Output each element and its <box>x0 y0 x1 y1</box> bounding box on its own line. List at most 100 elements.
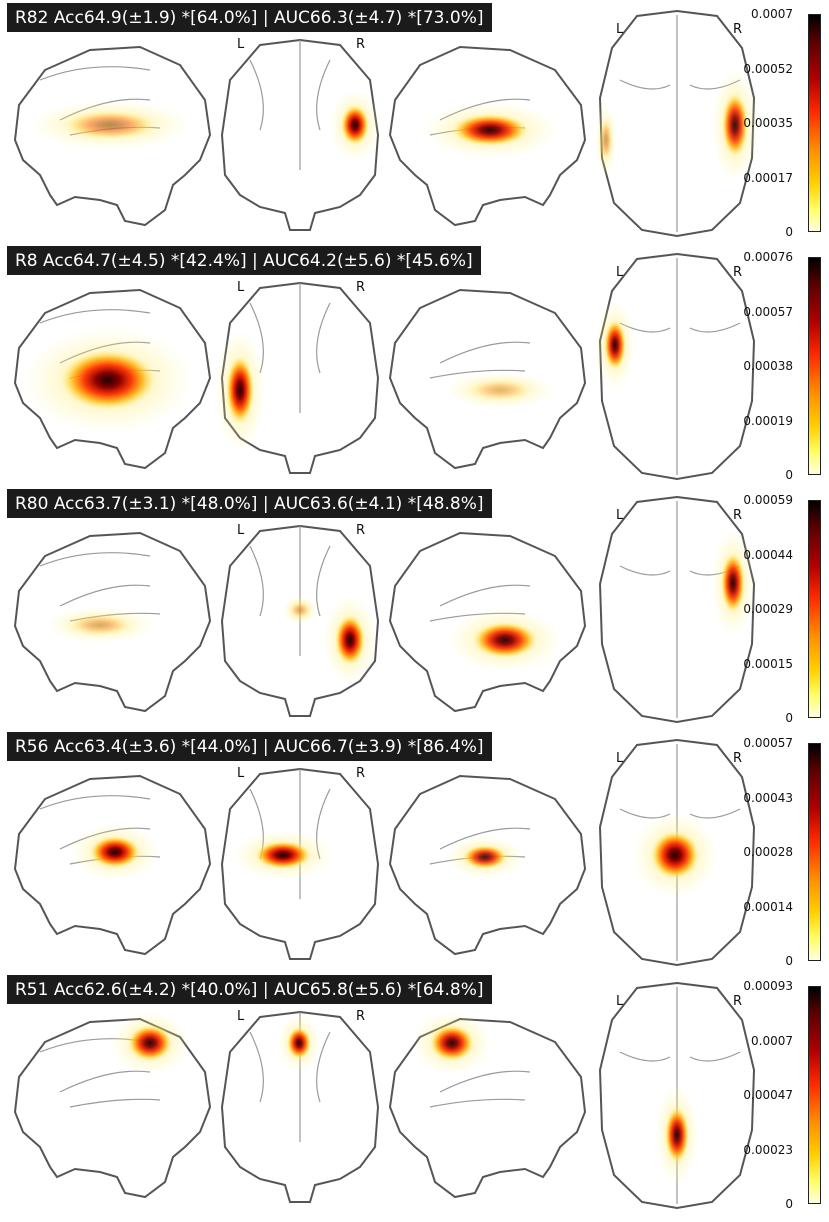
sulcus-line <box>59 1070 151 1093</box>
right-hemisphere-label: R <box>356 1009 366 1024</box>
brain-map-panel: L R L R R82 Acc64.9(±1.9) *[64.0%] | AUC66.3… <box>0 0 829 243</box>
panel-title-bar: R51 Acc62.6(±4.2) *[40.0%] | AUC65.8(±5.… <box>7 975 492 1004</box>
sulcus-line <box>249 59 264 131</box>
colorbar-tick-label: 0.00015 <box>743 656 793 671</box>
panel-title: R51 Acc62.6(±4.2) *[40.0%] | AUC65.8(±5.… <box>15 979 484 1000</box>
colorbar-tick-label: 0.00014 <box>743 899 793 914</box>
colorbar-tick-label: 0.00059 <box>743 493 793 507</box>
left-hemisphere-label: L <box>616 265 624 280</box>
panel-title: R82 Acc64.9(±1.9) *[64.0%] | AUC66.3(±4.… <box>15 7 484 28</box>
right-sagittal-outline <box>388 531 587 713</box>
activation-blob <box>341 105 369 145</box>
right-sagittal-outline <box>388 774 587 956</box>
colorbar-tick-label: 0.00035 <box>743 116 793 130</box>
left-hemisphere-label: L <box>237 37 245 52</box>
sulcus-line <box>249 1031 264 1103</box>
colorbar-tick-label: 0.0007 <box>751 7 793 21</box>
colorbar-tick-label: 0.00029 <box>743 602 793 616</box>
colorbar-tick-label: 0.00052 <box>743 61 793 76</box>
right-hemisphere-label: R <box>733 508 743 523</box>
colorbar-tick-label: 0.00019 <box>743 413 793 428</box>
sulcus-line <box>439 584 531 607</box>
coronal-outline <box>220 1010 380 1203</box>
colorbar-tick-label: 0.00023 <box>743 1142 793 1157</box>
activation-blob <box>60 350 156 410</box>
activation-blob <box>600 120 612 160</box>
colorbar-tick-label: 0 <box>785 468 793 482</box>
right-hemisphere-label: R <box>733 994 743 1009</box>
sulcus-line <box>39 552 151 567</box>
colorbar-tick-label: 0 <box>785 954 793 968</box>
left-sagittal-outline <box>13 531 212 713</box>
activation-blob <box>722 93 748 157</box>
left-hemisphere-label: L <box>616 751 624 766</box>
panel-title: R8 Acc64.7(±4.5) *[42.4%] | AUC64.2(±5.6… <box>15 250 473 271</box>
axial-outline <box>598 981 756 1210</box>
glass-brain-views <box>13 9 759 238</box>
activation-blob <box>452 114 528 146</box>
activation-blob <box>287 1027 311 1059</box>
brain-map-panel: L R L R R80 Acc63.7(±3.1) *[48.0%] | AUC63.6… <box>0 486 829 729</box>
sulcus-line <box>316 59 331 131</box>
sulcus-line <box>689 1051 741 1062</box>
sulcus-line <box>249 545 264 617</box>
colorbar-tick-label: 0.0007 <box>751 1033 793 1048</box>
activation-blob <box>65 111 155 139</box>
right-hemisphere-label: R <box>733 22 743 37</box>
glass-brain-views <box>13 495 756 724</box>
activation-blob <box>255 841 311 869</box>
activation-blob <box>721 553 745 613</box>
axial-outline <box>598 738 756 967</box>
panel-title-bar: R82 Acc64.9(±1.9) *[64.0%] | AUC66.3(±4.… <box>7 3 492 32</box>
sulcus-line <box>316 545 331 617</box>
panel-title-bar: R8 Acc64.7(±4.5) *[42.4%] | AUC64.2(±5.6… <box>7 246 481 275</box>
activation-blob <box>226 356 254 424</box>
glass-brain-views <box>13 252 756 481</box>
activation-blob <box>604 320 626 370</box>
right-hemisphere-label: R <box>733 265 743 280</box>
panel-title-bar: R80 Acc63.7(±3.1) *[48.0%] | AUC63.6(±4.… <box>7 489 492 518</box>
colorbar <box>808 257 821 475</box>
sulcus-line <box>689 322 741 333</box>
colorbar-tick-label: 0.00038 <box>743 359 793 373</box>
sulcus-line <box>619 79 671 90</box>
colorbar <box>808 743 821 961</box>
sulcus-line <box>439 1070 531 1093</box>
left-hemisphere-label: L <box>237 523 245 538</box>
sulcus-line <box>429 369 526 379</box>
brain-map-panel: L R L R R56 Acc63.4(±3.6) *[44.0%] | AUC66.7… <box>0 729 829 972</box>
activation-blob <box>70 615 130 635</box>
colorbar-tick-label: 0.00093 <box>743 979 793 993</box>
colorbar-tick-label: 0 <box>785 225 793 239</box>
brain-map-panel: L R L R R51 Acc62.6(±4.2) *[40.0%] | AUC65.8… <box>0 972 829 1215</box>
colorbar-tick-label: 0.00076 <box>743 250 793 264</box>
colorbar <box>808 986 821 1204</box>
right-hemisphere-label: R <box>356 523 366 538</box>
colorbar-tick-label: 0.00028 <box>743 845 793 859</box>
sulcus-line <box>69 1098 161 1108</box>
sulcus-line <box>429 1098 526 1108</box>
sulcus-line <box>619 1051 671 1062</box>
right-hemisphere-label: R <box>356 280 366 295</box>
left-sagittal-outline <box>13 1017 212 1199</box>
sulcus-line <box>316 302 331 374</box>
sulcus-line <box>439 341 531 364</box>
left-hemisphere-label: L <box>237 280 245 295</box>
activation-blob <box>128 1025 172 1061</box>
right-sagittal-outline <box>388 45 587 227</box>
activation-blob <box>463 845 507 869</box>
activation-blob <box>335 615 365 665</box>
coronal-outline <box>220 524 380 717</box>
activation-blob <box>473 622 537 658</box>
panel-title: R80 Acc63.7(±3.1) *[48.0%] | AUC63.6(±4.… <box>15 493 484 514</box>
coronal-outline <box>220 38 380 231</box>
colorbar-tick-label: 0.00017 <box>743 170 793 185</box>
colorbar-tick-label: 0.00057 <box>743 736 793 750</box>
colorbar-tick-label: 0 <box>785 1197 793 1211</box>
brain-map-panel: L R L R R8 Acc64.7(±4.5) *[42.4%] | AUC64.2(… <box>0 243 829 486</box>
sulcus-line <box>59 584 151 607</box>
colorbar <box>808 500 821 718</box>
sulcus-line <box>689 808 741 819</box>
activation-blob <box>90 836 140 868</box>
